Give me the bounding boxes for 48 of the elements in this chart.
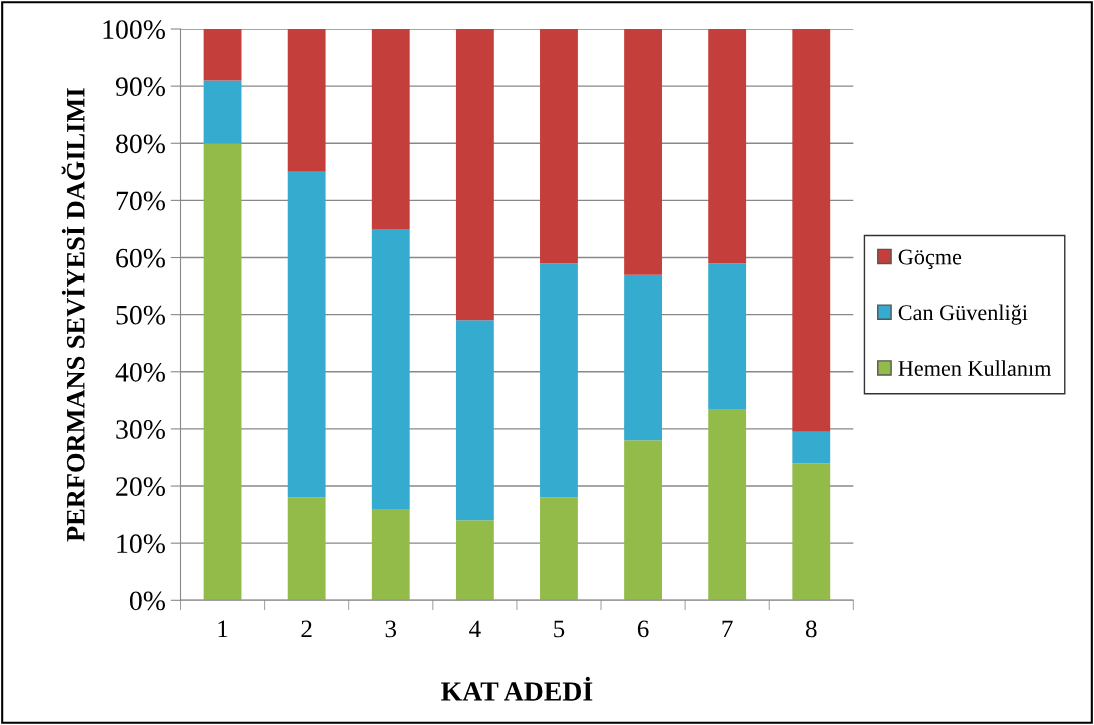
bar — [792, 431, 831, 464]
bar — [455, 520, 494, 601]
x-tick-label: 5 — [554, 620, 565, 638]
x-axis-title: KAT ADEDİ — [441, 676, 593, 701]
bar — [624, 440, 662, 601]
bar — [203, 80, 242, 144]
bar — [203, 143, 242, 601]
bar — [540, 263, 578, 498]
bar — [287, 29, 326, 172]
bar — [792, 463, 831, 601]
bar — [540, 29, 578, 264]
y-tick-label: 40% — [115, 362, 165, 382]
y-tick-label: 100% — [103, 20, 165, 39]
bar — [371, 29, 410, 229]
y-tick-label: 90% — [115, 77, 165, 97]
legend-label: Can Güvenliği — [898, 304, 1028, 325]
legend-label: Hemen Kullanım — [898, 360, 1052, 376]
bar — [287, 497, 326, 601]
bar — [708, 263, 747, 409]
x-tick-label: 4 — [469, 620, 481, 638]
y-tick-label: 20% — [116, 477, 165, 497]
bar — [708, 408, 747, 601]
bar — [287, 171, 326, 498]
y-tick-label: 50% — [116, 305, 165, 325]
bar — [455, 29, 494, 321]
bar — [540, 497, 578, 601]
x-tick-label: 6 — [637, 620, 649, 638]
y-tick-label: 80% — [116, 134, 165, 154]
x-tick-label: 8 — [805, 620, 817, 638]
bar — [708, 29, 747, 264]
x-tick-label: 7 — [722, 620, 733, 638]
y-tick-label: 70% — [116, 191, 165, 211]
x-tick-label: 1 — [218, 620, 228, 638]
y-tick-label: 10% — [117, 534, 165, 554]
bar — [371, 228, 410, 509]
y-axis-title: PERFORMANS SEVİYESİ DAĞILIMI — [61, 88, 85, 542]
bar — [792, 29, 831, 432]
legend-label: Göçme — [898, 249, 962, 269]
y-tick-label: 0% — [129, 591, 165, 611]
bar — [455, 320, 494, 521]
x-tick-label: 2 — [301, 620, 312, 638]
bar — [371, 508, 410, 601]
y-tick-label: 60% — [116, 248, 165, 268]
bar — [624, 29, 662, 275]
bar — [203, 29, 242, 81]
x-tick-label: 3 — [385, 620, 397, 638]
y-tick-label: 30% — [116, 420, 165, 439]
bar — [624, 274, 662, 441]
